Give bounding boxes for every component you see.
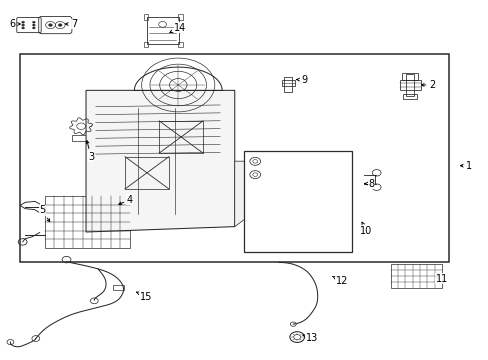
Bar xyxy=(147,17,178,44)
Text: 12: 12 xyxy=(332,276,347,286)
Polygon shape xyxy=(86,90,234,232)
Bar xyxy=(143,14,148,20)
Bar xyxy=(177,14,182,20)
Bar xyxy=(244,151,351,252)
Text: 8: 8 xyxy=(364,179,374,189)
Bar xyxy=(406,74,413,96)
Polygon shape xyxy=(234,161,246,226)
Text: 10: 10 xyxy=(360,222,372,236)
Text: 11: 11 xyxy=(434,274,447,284)
Bar xyxy=(72,135,90,141)
Bar xyxy=(403,94,416,99)
Bar xyxy=(20,54,448,262)
Circle shape xyxy=(32,21,35,23)
Bar xyxy=(143,41,148,47)
Bar xyxy=(113,285,123,291)
Text: 3: 3 xyxy=(86,141,94,162)
Text: 13: 13 xyxy=(302,333,317,343)
Text: 6: 6 xyxy=(10,19,20,29)
Text: 5: 5 xyxy=(39,206,50,222)
Text: 7: 7 xyxy=(65,19,77,29)
Bar xyxy=(390,264,441,288)
Bar xyxy=(177,41,182,47)
Circle shape xyxy=(21,21,24,23)
Circle shape xyxy=(48,24,52,27)
Bar xyxy=(159,121,203,153)
Bar xyxy=(282,80,294,86)
Text: 9: 9 xyxy=(296,75,306,85)
Bar xyxy=(125,157,168,189)
Bar xyxy=(248,155,347,248)
Text: 4: 4 xyxy=(119,195,133,205)
Bar xyxy=(284,77,292,93)
Text: 15: 15 xyxy=(136,292,152,302)
Text: 1: 1 xyxy=(460,161,471,171)
Text: 14: 14 xyxy=(169,23,186,33)
Circle shape xyxy=(58,24,62,27)
Text: 2: 2 xyxy=(421,80,434,90)
Bar xyxy=(402,73,417,80)
Bar xyxy=(44,196,130,248)
Circle shape xyxy=(32,24,35,26)
Circle shape xyxy=(21,24,24,26)
Circle shape xyxy=(32,27,35,29)
Circle shape xyxy=(21,27,24,29)
Bar xyxy=(399,80,420,90)
